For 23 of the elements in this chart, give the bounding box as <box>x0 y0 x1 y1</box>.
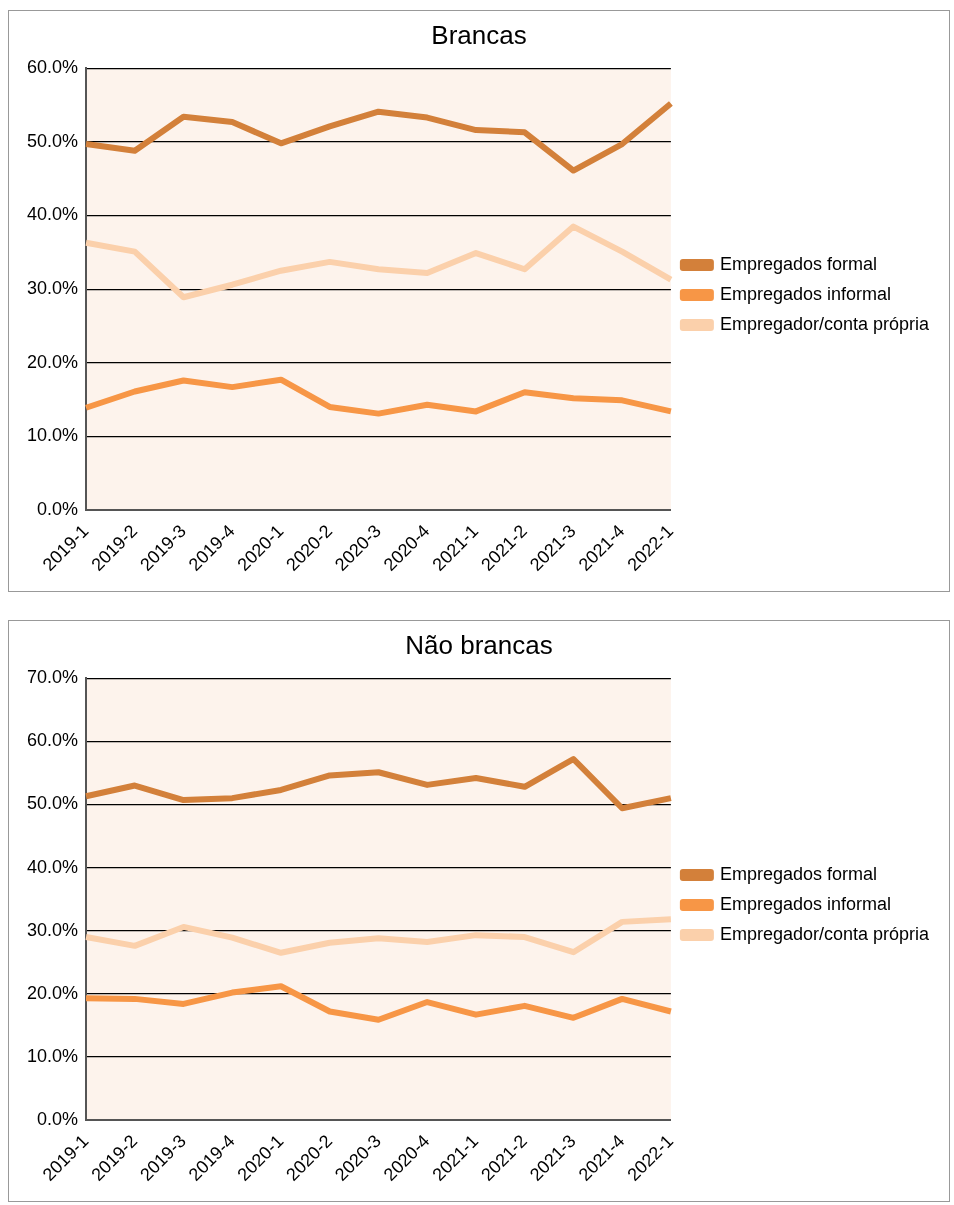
y-tick-label: 30.0% <box>26 919 79 940</box>
y-tick-label: 60.0% <box>26 730 79 751</box>
y-tick-label: 50.0% <box>26 793 79 814</box>
y-tick-label: 20.0% <box>26 982 79 1003</box>
y-tick-label: 10.0% <box>26 1045 79 1066</box>
legend-label: Empregados formal <box>719 863 877 884</box>
y-tick-label: 30.0% <box>26 278 79 299</box>
legend-label: Empregados informal <box>719 893 891 914</box>
chart-title: Brancas <box>431 19 527 50</box>
y-tick-label: 40.0% <box>26 856 79 877</box>
legend-label: Empregados informal <box>719 283 891 304</box>
chart-title: Não brancas <box>405 629 553 660</box>
y-tick-label: 70.0% <box>26 667 79 688</box>
y-tick-label: 0.0% <box>37 1109 79 1130</box>
legend-label: Empregados formal <box>719 253 877 274</box>
y-tick-label: 60.0% <box>26 57 79 78</box>
y-tick-label: 20.0% <box>26 351 79 372</box>
legend-label: Empregador/conta própria <box>719 313 930 334</box>
y-tick-label: 40.0% <box>26 204 79 225</box>
y-tick-label: 50.0% <box>26 130 79 151</box>
y-tick-label: 10.0% <box>26 425 79 446</box>
y-tick-label: 0.0% <box>37 499 79 520</box>
legend-label: Empregador/conta própria <box>719 923 930 944</box>
